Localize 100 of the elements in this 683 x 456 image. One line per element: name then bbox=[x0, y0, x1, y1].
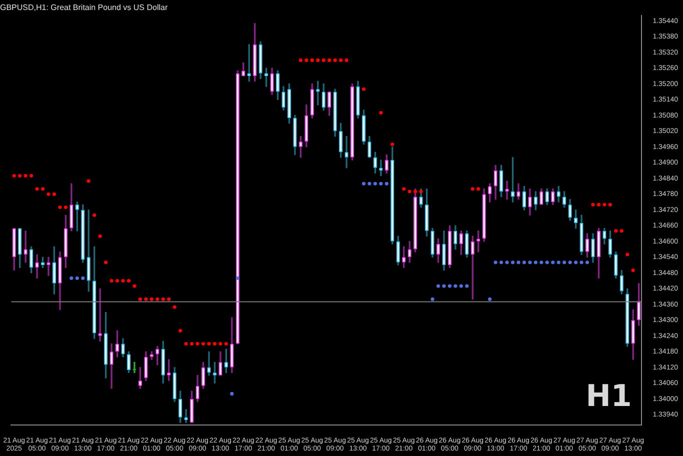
point bbox=[545, 260, 549, 264]
candlestick bbox=[368, 136, 372, 158]
point bbox=[568, 260, 572, 264]
point bbox=[448, 284, 452, 288]
point bbox=[230, 392, 234, 396]
point bbox=[528, 260, 532, 264]
candlestick bbox=[64, 214, 68, 268]
candlestick bbox=[614, 252, 618, 278]
candlestick bbox=[190, 390, 194, 423]
point bbox=[505, 260, 509, 264]
candlestick bbox=[287, 84, 291, 124]
candlestick bbox=[201, 362, 206, 389]
candlestick bbox=[430, 228, 434, 258]
candlestick bbox=[70, 183, 74, 232]
candlestick bbox=[126, 351, 131, 374]
point bbox=[379, 182, 383, 186]
candlestick bbox=[362, 110, 366, 145]
point bbox=[368, 182, 372, 186]
candlestick bbox=[110, 343, 114, 389]
candlestick bbox=[322, 84, 326, 110]
candlestick bbox=[224, 348, 228, 374]
point bbox=[551, 260, 555, 264]
candlestick bbox=[528, 188, 532, 216]
candlestick bbox=[465, 230, 469, 258]
candlestick bbox=[196, 374, 200, 402]
candlestick bbox=[551, 188, 555, 205]
candlestick bbox=[167, 359, 171, 381]
candlestick bbox=[58, 252, 62, 310]
point bbox=[459, 284, 463, 288]
candlestick bbox=[545, 188, 549, 205]
candlestick bbox=[75, 202, 79, 232]
candlestick bbox=[30, 246, 34, 274]
point bbox=[236, 276, 240, 280]
point bbox=[465, 284, 469, 288]
candlestick bbox=[494, 164, 498, 200]
point bbox=[384, 182, 388, 186]
candlestick bbox=[470, 236, 474, 300]
point bbox=[454, 284, 458, 288]
point bbox=[362, 182, 366, 186]
candlestick bbox=[35, 254, 39, 278]
point bbox=[556, 260, 560, 264]
candlestick bbox=[253, 23, 257, 82]
candlestick bbox=[258, 42, 262, 79]
candlestick bbox=[384, 154, 388, 174]
candlestick bbox=[207, 351, 211, 376]
candlestick bbox=[339, 122, 343, 158]
candlestick bbox=[505, 180, 509, 200]
candlestick bbox=[500, 164, 504, 198]
point bbox=[81, 276, 85, 280]
candlestick bbox=[454, 225, 458, 250]
point bbox=[574, 260, 578, 264]
candlestick bbox=[596, 228, 600, 278]
candlestick bbox=[585, 233, 590, 258]
candlestick bbox=[270, 68, 274, 95]
candlestick bbox=[580, 214, 584, 255]
candlestick bbox=[626, 288, 630, 347]
candlestick bbox=[390, 146, 394, 244]
candlestick bbox=[304, 104, 308, 148]
point bbox=[562, 260, 566, 264]
candlestick bbox=[540, 188, 544, 205]
annotation: H1 bbox=[586, 378, 632, 414]
candlestick bbox=[482, 188, 486, 242]
candlestick bbox=[138, 367, 142, 389]
candlestick bbox=[144, 351, 148, 381]
candlestick bbox=[631, 309, 635, 360]
candlestick bbox=[350, 84, 354, 160]
point bbox=[373, 182, 377, 186]
candlestick bbox=[516, 183, 520, 200]
point bbox=[510, 260, 515, 264]
candlestick bbox=[276, 70, 280, 100]
candlestick bbox=[81, 204, 85, 263]
candlestick bbox=[230, 317, 234, 374]
candlestick bbox=[24, 230, 28, 263]
point bbox=[494, 260, 498, 264]
point bbox=[534, 260, 538, 264]
point bbox=[585, 260, 590, 264]
point bbox=[488, 297, 492, 301]
candlestick bbox=[12, 228, 16, 271]
candlestick bbox=[574, 210, 578, 229]
candlestick bbox=[414, 188, 418, 252]
point bbox=[499, 260, 504, 264]
candlestick bbox=[333, 88, 337, 137]
candlestick bbox=[172, 367, 176, 402]
candlestick bbox=[556, 186, 560, 202]
candlestick bbox=[459, 230, 463, 255]
candlestick bbox=[620, 270, 624, 294]
candlestick bbox=[156, 346, 160, 366]
candlestick bbox=[293, 115, 297, 156]
point bbox=[442, 284, 446, 288]
candlestick bbox=[310, 84, 314, 118]
candlestick bbox=[212, 362, 216, 384]
candlestick bbox=[522, 186, 526, 210]
candlestick bbox=[442, 230, 446, 271]
candlestick bbox=[568, 199, 572, 221]
candlestick bbox=[104, 312, 108, 378]
point bbox=[540, 260, 544, 264]
point bbox=[436, 284, 440, 288]
point bbox=[516, 260, 520, 264]
candlestick bbox=[178, 390, 182, 423]
point bbox=[580, 260, 584, 264]
